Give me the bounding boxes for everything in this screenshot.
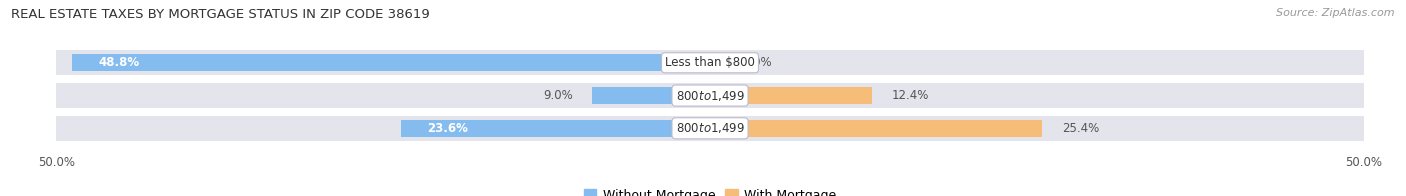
Text: $800 to $1,499: $800 to $1,499 <box>675 121 745 135</box>
Bar <box>56 83 1364 108</box>
Text: 48.8%: 48.8% <box>98 56 139 69</box>
Bar <box>592 87 710 104</box>
Bar <box>402 120 710 137</box>
Text: 12.4%: 12.4% <box>891 89 929 102</box>
Text: 25.4%: 25.4% <box>1062 122 1099 135</box>
Legend: Without Mortgage, With Mortgage: Without Mortgage, With Mortgage <box>579 184 841 196</box>
Text: Source: ZipAtlas.com: Source: ZipAtlas.com <box>1277 8 1395 18</box>
Text: REAL ESTATE TAXES BY MORTGAGE STATUS IN ZIP CODE 38619: REAL ESTATE TAXES BY MORTGAGE STATUS IN … <box>11 8 430 21</box>
Bar <box>56 51 1364 75</box>
Text: $800 to $1,499: $800 to $1,499 <box>675 89 745 103</box>
Text: 0.0%: 0.0% <box>742 56 772 69</box>
Bar <box>72 54 710 71</box>
Text: 9.0%: 9.0% <box>543 89 572 102</box>
Bar <box>710 87 872 104</box>
Text: 23.6%: 23.6% <box>427 122 468 135</box>
Text: Less than $800: Less than $800 <box>665 56 755 69</box>
Bar <box>710 120 1042 137</box>
Bar <box>56 116 1364 141</box>
